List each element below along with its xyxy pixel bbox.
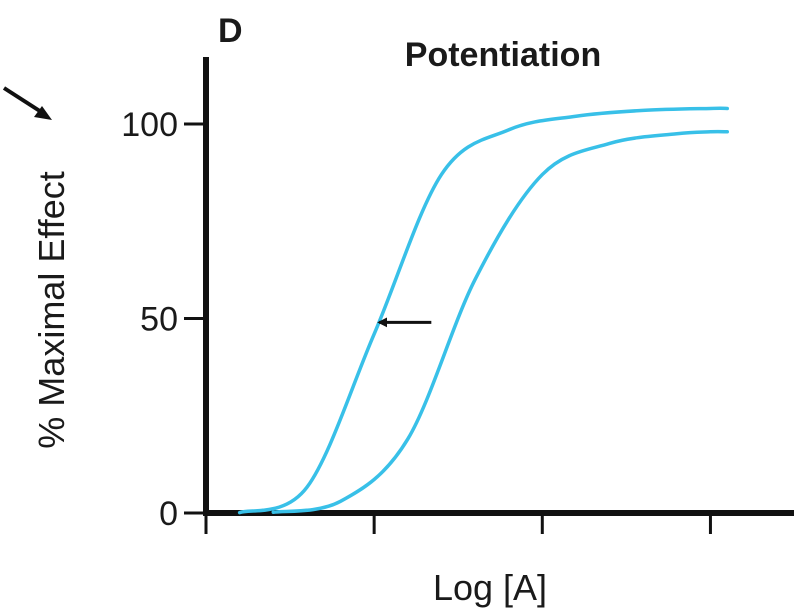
series-layer xyxy=(237,106,730,515)
x-axis-ticks xyxy=(204,513,712,534)
y-tick-label: 50 xyxy=(140,301,178,339)
series-curve-2 xyxy=(271,129,730,514)
y-axis-ticks: 0 50 100 xyxy=(121,106,206,533)
y-tick-label: 100 xyxy=(121,106,178,144)
y-tick-label: 0 xyxy=(159,495,178,533)
cropped-arrow-fragment xyxy=(2,86,52,120)
chart-title: Potentiation xyxy=(405,36,601,74)
y-axis-label: % Maximal Effect xyxy=(31,171,72,448)
panel-letter: D xyxy=(218,12,243,50)
series-curve-1 xyxy=(237,106,730,515)
x-axis-label: Log [A] xyxy=(433,567,547,608)
